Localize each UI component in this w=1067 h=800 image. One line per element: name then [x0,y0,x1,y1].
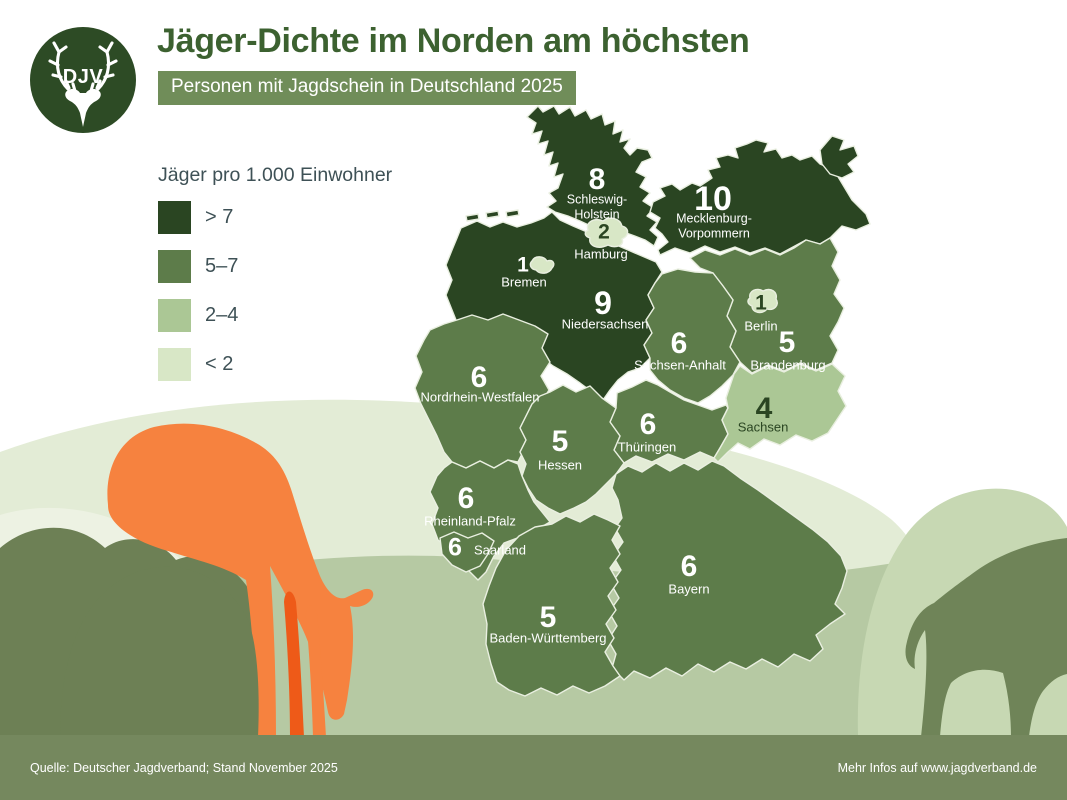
state-shape-be [747,288,778,314]
state-shape-sh [526,105,659,247]
legend-label: 5–7 [205,255,239,277]
legend-item: 2–4 [158,299,238,332]
deer-leg-accent [284,591,304,737]
state-shape-mv [649,139,871,256]
state-shape-hh [584,217,629,248]
legend: > 7 5–7 2–4 < 2 [158,201,238,397]
state-shape-he [519,384,625,515]
island-frisian-1 [465,213,480,222]
bush-left-front [60,566,259,737]
state-shape-by [607,460,848,681]
footer-bar: Quelle: Deutscher Jagdverband; Stand Nov… [0,735,1067,800]
legend-item: > 7 [158,201,238,234]
state-shape-st [643,268,741,404]
legend-swatch [158,348,191,381]
state-shape-bw [482,513,621,697]
legend-label: 2–4 [205,304,239,326]
legend-title: Jäger pro 1.000 Einwohner [158,164,393,186]
state-shape-sn [713,363,847,463]
info-note: Mehr Infos auf www.jagdverband.de [837,760,1037,775]
deer-silhouette [107,423,374,737]
island-frisian-3 [505,209,520,218]
deer-leg-front [305,604,326,737]
logo-text: DJV [63,66,104,88]
page-title: Jäger-Dichte im Norden am höchsten [157,22,750,60]
legend-label: > 7 [205,206,234,228]
source-note: Quelle: Deutscher Jagdverband; Stand Nov… [30,760,338,775]
legend-item: 5–7 [158,250,238,283]
legend-item: < 2 [158,348,238,381]
state-shape-hb [529,256,555,274]
island-ruegen [819,135,859,179]
subtitle-badge: Personen mit Jagdschein in Deutschland 2… [158,71,576,105]
legend-swatch [158,250,191,283]
djv-logo: DJV [30,27,136,133]
deer-body [107,423,374,737]
state-shape-sl [439,531,495,573]
legend-swatch [158,201,191,234]
legend-swatch [158,299,191,332]
boar-silhouette [905,538,1067,737]
deer-head-icon [65,89,101,127]
legend-label: < 2 [205,353,234,375]
logo-circle [30,27,136,133]
island-frisian-2 [485,210,500,219]
